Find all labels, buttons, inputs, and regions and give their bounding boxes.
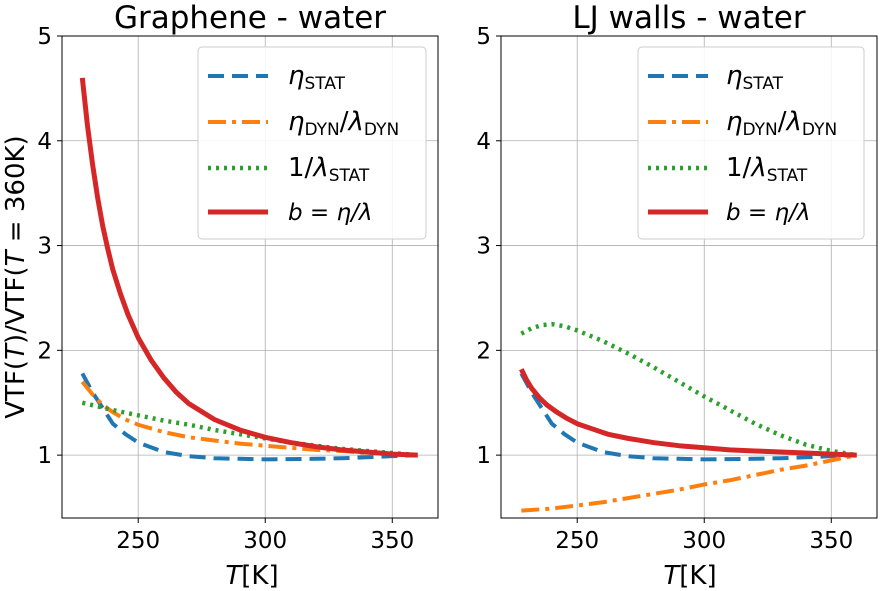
legend-label-b: b = η/λ — [726, 200, 810, 226]
legend-label-eta-dyn: ηDYN/λDYN — [726, 107, 837, 140]
legend-label-b: b = η/λ — [288, 200, 372, 226]
y-axis-label: VTF(T)/VTF(T = 360K) — [1, 135, 31, 418]
x-axis-label: T[K] — [225, 561, 278, 591]
y-tick-label: 5 — [476, 24, 491, 50]
series-line-b — [79, 77, 418, 458]
x-tick-label: 350 — [809, 528, 853, 554]
legend-label-inv-lambda: 1/λSTAT — [288, 153, 370, 186]
x-tick-label: 300 — [682, 528, 726, 554]
series-group — [79, 77, 418, 462]
legend-label-eta-stat: ηSTAT — [726, 61, 784, 94]
panel-title: Graphene - water — [114, 0, 386, 36]
series-line-eta-dyn — [80, 380, 418, 458]
series-line-eta-stat — [80, 372, 418, 462]
plot-frame — [61, 35, 439, 519]
legend-box — [637, 46, 865, 240]
series-line-eta-dyn — [521, 453, 858, 513]
y-tick-label: 4 — [476, 129, 491, 155]
y-tick-label: 3 — [37, 234, 52, 260]
y-tick-label: 3 — [476, 234, 491, 260]
y-tick-label: 1 — [476, 443, 491, 469]
tick-labels: 250 300 350 1 2 3 4 5 — [476, 24, 853, 554]
panel-lj-walls: LJ walls - water 250 300 350 1 2 3 4 5 ηSTAT ηD… — [476, 0, 878, 591]
x-tick-label: 350 — [370, 528, 414, 554]
tick-labels: 250 300 350 1 2 3 4 5 — [37, 24, 414, 554]
y-tick-label: 1 — [37, 443, 52, 469]
legend: ηSTAT ηDYN/λDYN 1/λSTAT b = η/λ — [637, 46, 865, 240]
series-line-inv-lambda — [81, 400, 418, 458]
legend-label-eta-stat: ηSTAT — [288, 61, 346, 94]
x-tick-label: 250 — [555, 528, 599, 554]
y-tick-label: 4 — [37, 129, 52, 155]
legend-label-inv-lambda: 1/λSTAT — [726, 153, 808, 186]
panel-graphene: Graphene - water 250 300 350 1 2 3 4 5 ηSTAT ηD… — [1, 0, 439, 591]
plot-frame — [500, 35, 878, 519]
y-tick-label: 5 — [37, 24, 52, 50]
panel-title: LJ walls - water — [572, 0, 805, 36]
y-tick-label: 2 — [476, 338, 491, 364]
series-group — [519, 321, 858, 513]
series-line-inv-lambda — [520, 321, 858, 458]
x-tick-label: 300 — [243, 528, 287, 554]
x-axis-label: T[K] — [663, 561, 716, 591]
series-line-b — [519, 368, 857, 458]
legend-box — [197, 46, 427, 240]
series-line-eta-stat — [519, 372, 857, 462]
x-tick-label: 250 — [116, 528, 160, 554]
legend: ηSTAT ηDYN/λDYN 1/λSTAT b = η/λ — [197, 46, 427, 240]
legend-label-eta-dyn: ηDYN/λDYN — [288, 107, 399, 140]
y-tick-label: 2 — [37, 338, 52, 364]
